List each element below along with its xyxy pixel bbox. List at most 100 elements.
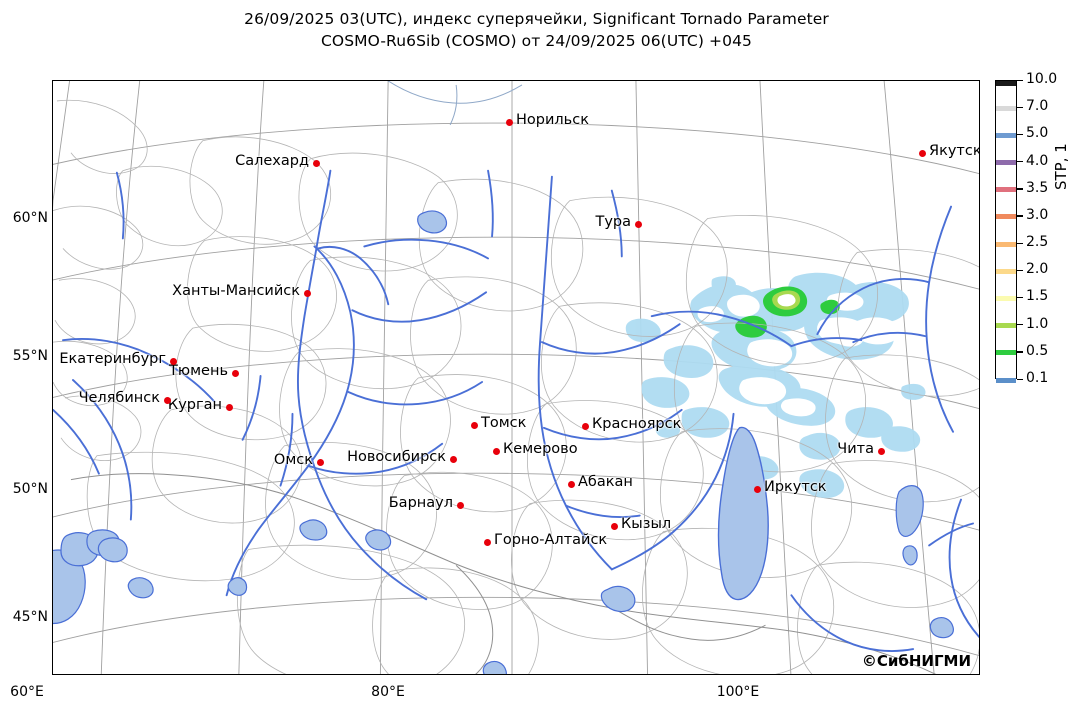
copyright-watermark: ©СибНИГМИ bbox=[861, 652, 971, 670]
colorbar-gradient-box bbox=[995, 80, 1017, 383]
city-label: Томск bbox=[481, 415, 527, 431]
colorbar-tick-mark bbox=[1017, 188, 1023, 190]
city-dot-icon bbox=[163, 396, 171, 404]
city-label: Абакан bbox=[578, 474, 633, 490]
city-dot-icon bbox=[610, 522, 618, 530]
colorbar-axis-label: STP, 1 bbox=[1052, 143, 1070, 190]
page-subtitle: COSMO-Ru6Sib (COSMO) от 24/09/2025 06(UT… bbox=[320, 32, 753, 50]
city-dot-icon bbox=[225, 403, 233, 411]
colorbar-tick-mark bbox=[1017, 324, 1023, 326]
colorbar-tick-label: 5.0 bbox=[1026, 125, 1049, 142]
colorbar-tick-mark bbox=[1017, 269, 1023, 272]
colorbar-tick-mark bbox=[1017, 215, 1023, 217]
colorbar-tick-label: 2.5 bbox=[1026, 234, 1049, 251]
y-tick-label: 60°N bbox=[12, 210, 48, 226]
city-label: Кемерово bbox=[503, 441, 578, 457]
city-label: Чита bbox=[837, 441, 874, 457]
city-label: Тура bbox=[595, 214, 631, 230]
city-dot-icon bbox=[918, 149, 926, 157]
city-dot-icon bbox=[456, 501, 464, 509]
graticule-parallels bbox=[53, 122, 979, 657]
city-dot-icon bbox=[634, 220, 642, 228]
x-tick-label: 60°E bbox=[10, 684, 44, 700]
city-label: Ханты-Мансийск bbox=[172, 283, 300, 299]
city-dot-icon bbox=[753, 485, 761, 493]
city-dot-icon bbox=[581, 422, 589, 430]
city-dot-icon bbox=[231, 369, 239, 377]
map-canvas bbox=[53, 81, 979, 674]
colorbar-tick-label: 2.0 bbox=[1026, 261, 1049, 278]
city-label: Барнаул bbox=[388, 495, 453, 511]
colorbar-band bbox=[996, 81, 1016, 86]
city-dot-icon bbox=[505, 118, 513, 126]
country-borders bbox=[70, 473, 937, 674]
colorbar-tick-mark bbox=[1017, 296, 1023, 299]
city-label: Омск bbox=[273, 452, 313, 468]
x-tick-label: 80°E bbox=[371, 684, 405, 700]
city-label: Иркутск bbox=[764, 479, 827, 495]
colorbar-tick-label: 0.1 bbox=[1026, 370, 1049, 386]
colorbar-band bbox=[996, 350, 1016, 356]
colorbar-band bbox=[996, 187, 1016, 193]
x-tick-label: 100°E bbox=[716, 684, 760, 700]
city-label: Салехард bbox=[235, 153, 309, 169]
colorbar-band bbox=[996, 241, 1016, 247]
contour-inner-holes bbox=[697, 292, 900, 417]
city-label: Екатеринбург bbox=[59, 351, 166, 367]
city-label: Якутск bbox=[929, 143, 980, 159]
colorbar-tick-mark bbox=[1017, 161, 1023, 163]
city-dot-icon bbox=[312, 159, 320, 167]
city-dot-icon bbox=[303, 289, 311, 297]
chart-title-block: 26/09/2025 03(UTC), индекс суперячейки, … bbox=[0, 8, 1073, 52]
colorbar-band bbox=[996, 377, 1016, 383]
colorbar-tick-mark bbox=[1017, 378, 1023, 380]
arctic-coastline bbox=[387, 81, 523, 126]
city-dot-icon bbox=[449, 455, 457, 463]
contour-fill-level-1.0-white-core bbox=[777, 294, 796, 307]
city-label: Горно-Алтайск bbox=[494, 532, 608, 548]
colorbar-tick-label: 7.0 bbox=[1026, 98, 1049, 115]
colorbar-tick-label: 3.5 bbox=[1026, 179, 1049, 196]
lake-baikal bbox=[717, 426, 769, 601]
colorbar-tick-label: 10.0 bbox=[1026, 71, 1058, 87]
colorbar-band bbox=[996, 160, 1016, 166]
city-dot-icon bbox=[483, 538, 491, 546]
colorbar-tick-mark bbox=[1017, 106, 1023, 108]
colorbar-tick-label: 1.5 bbox=[1026, 288, 1049, 305]
colorbar-band bbox=[996, 295, 1016, 301]
water-bodies bbox=[53, 210, 954, 674]
page-title: 26/09/2025 03(UTC), индекс суперячейки, … bbox=[244, 10, 829, 28]
city-dot-icon bbox=[470, 421, 478, 429]
city-dot-icon bbox=[492, 447, 500, 455]
colorbar-tick-mark bbox=[1017, 79, 1023, 81]
y-tick-label: 45°N bbox=[12, 609, 48, 625]
city-label: Новосибирск bbox=[347, 449, 446, 465]
colorbar-tick-label: 0.5 bbox=[1026, 342, 1049, 359]
colorbar-tick-mark bbox=[1017, 351, 1023, 353]
map-plot-area: Норильск Якутск Салехард Тура Ханты-Мансийск… bbox=[52, 80, 980, 675]
colorbar-band bbox=[996, 132, 1016, 138]
city-label: Норильск bbox=[516, 112, 589, 128]
city-dot-icon bbox=[567, 480, 575, 488]
city-dot-icon bbox=[316, 458, 324, 466]
y-tick-label: 55°N bbox=[12, 348, 48, 364]
colorbar-tick-label: 1.0 bbox=[1026, 315, 1049, 332]
city-label: Кызыл bbox=[621, 516, 672, 532]
city-dot-icon bbox=[877, 447, 885, 455]
colorbar-band bbox=[996, 105, 1016, 111]
city-label: Красноярск bbox=[592, 416, 682, 432]
city-label: Челябинск bbox=[78, 390, 160, 406]
colorbar-tick-mark bbox=[1017, 242, 1023, 244]
colorbar: STP, 1 10.0 7.0 5.0 4.0 3.5 3.0 2.5 2.0 1.5 1.0 0.… bbox=[995, 71, 1073, 386]
rivers bbox=[53, 169, 979, 652]
admin-boundaries bbox=[53, 99, 979, 674]
colorbar-band bbox=[996, 268, 1016, 274]
city-label: Тюмень bbox=[169, 363, 228, 379]
city-dot-icon bbox=[169, 357, 177, 365]
colorbar-band bbox=[996, 323, 1016, 329]
colorbar-tick-label: 4.0 bbox=[1026, 152, 1049, 169]
y-tick-label: 50°N bbox=[12, 481, 48, 497]
colorbar-band bbox=[996, 214, 1016, 220]
colorbar-tick-label: 3.0 bbox=[1026, 206, 1049, 223]
city-label: Курган bbox=[167, 397, 222, 413]
